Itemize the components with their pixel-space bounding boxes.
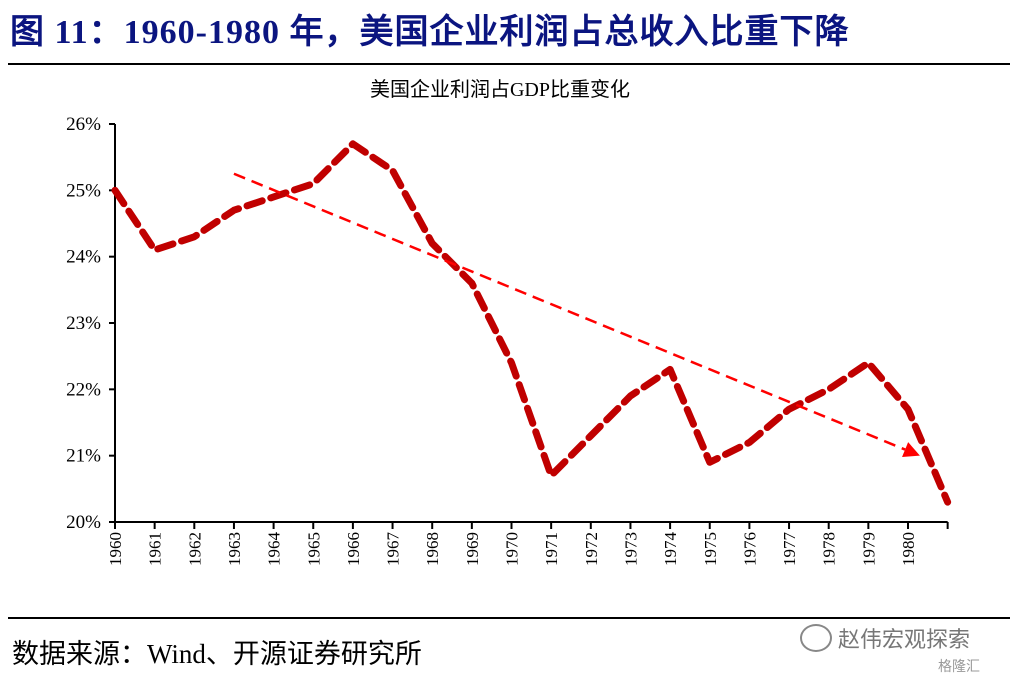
x-axis: 1960 1961 1962 1963 1964 1965 1966 1967 1968 1969… — [106, 521, 949, 567]
wechat-icon — [800, 624, 832, 652]
y-tick-label: 21% — [66, 446, 101, 467]
trend-arrowhead — [902, 442, 920, 457]
x-tick-label: 1972 — [582, 532, 601, 566]
x-tick-label: 1969 — [463, 532, 482, 566]
x-tick-label: 1960 — [106, 532, 125, 566]
y-tick-label: 24% — [66, 247, 101, 268]
x-tick-label: 1977 — [780, 532, 799, 567]
y-tick-label: 22% — [66, 379, 101, 400]
x-tick-label: 1970 — [503, 532, 522, 566]
data-point — [868, 362, 869, 363]
x-tick-label: 1978 — [820, 532, 839, 566]
x-tick-label: 1961 — [146, 532, 165, 566]
x-tick-label: 1971 — [542, 532, 561, 566]
source-note: 数据来源：Wind、开源证券研究所 — [12, 639, 422, 669]
x-tick-label: 1974 — [661, 532, 680, 567]
figure-title: 图 11：1960-1980 年，美国企业利润占总收入比重下降 — [10, 14, 850, 51]
x-tick-label: 1966 — [344, 532, 363, 566]
y-tick-label: 20% — [66, 512, 101, 533]
y-tick-label: 23% — [66, 313, 101, 334]
x-tick-label: 1976 — [740, 532, 759, 566]
trend-line — [233, 172, 906, 451]
y-tick-label: 26% — [66, 114, 101, 135]
top-divider — [8, 63, 1010, 65]
x-tick-label: 1964 — [265, 532, 284, 567]
x-tick-label: 1967 — [384, 532, 403, 567]
y-axis: 20% 21% 22% 23% 24% 25% 26% — [66, 114, 116, 533]
watermark: 赵伟宏观探索 — [800, 622, 970, 654]
line-chart: 美国企业利润占GDP比重变化 20% 21% 22% 23% 24% 25% 26% 196… — [66, 78, 952, 567]
series-layer — [111, 140, 952, 506]
x-tick-label: 1979 — [859, 532, 878, 566]
bottom-divider — [8, 617, 1010, 619]
trend-layer — [233, 172, 920, 457]
series-line — [111, 140, 952, 506]
watermark-text: 赵伟宏观探索 — [838, 628, 971, 653]
x-tick-label: 1980 — [899, 532, 918, 566]
y-tick-label: 25% — [66, 180, 101, 201]
x-tick-label: 1973 — [621, 532, 640, 566]
chart-title: 美国企业利润占GDP比重变化 — [370, 78, 630, 101]
x-tick-label: 1975 — [701, 532, 720, 566]
x-tick-label: 1963 — [225, 532, 244, 566]
x-tick-label: 1965 — [304, 532, 323, 566]
x-tick-label: 1962 — [185, 532, 204, 566]
watermark-secondary: 格隆汇 — [938, 659, 980, 675]
x-tick-label: 1968 — [423, 532, 442, 566]
